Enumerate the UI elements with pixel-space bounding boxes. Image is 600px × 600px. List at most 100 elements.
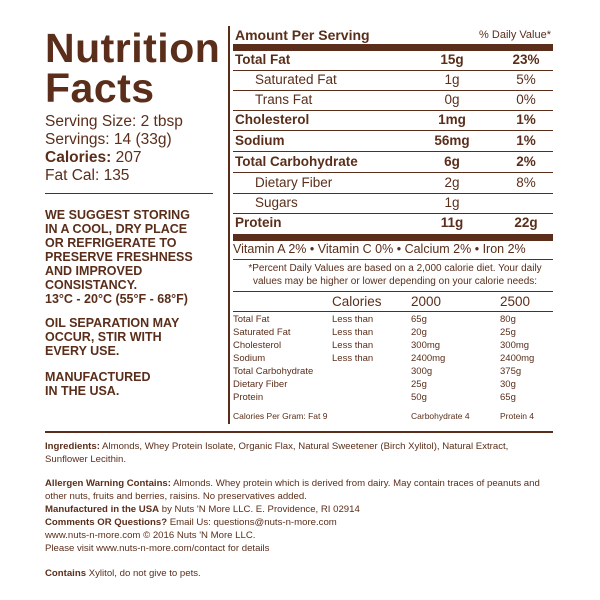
daily-value-label: % Daily Value* (479, 29, 551, 41)
storage-line: IN A COOL, DRY PLACE (45, 222, 188, 236)
footer-cell: Less than (332, 353, 374, 364)
bottom-divider (45, 431, 553, 433)
allergen-text: Almonds. Whey protein which is derived f… (170, 478, 540, 489)
amount-per-serving-label: Amount Per Serving (235, 27, 370, 43)
contains-warning: Contains Xylitol, do not give to pets. (45, 567, 555, 580)
table-row: Sodium 56mg 1% (233, 131, 553, 151)
footer-row: Dietary Fiber 25g 30g (233, 378, 553, 391)
comments-text: Email Us: questions@nuts-n-more.com (167, 517, 337, 528)
footer-cell: Protein (233, 392, 264, 403)
footer-cell: Total Carbohydrate (233, 366, 314, 377)
made-line: MANUFACTURED (45, 370, 151, 384)
footer-cell: 25g (500, 327, 516, 338)
website-line: www.nuts-n-more.com © 2016 Nuts 'N More … (45, 530, 256, 541)
ingredients-text: Almonds, Whey Protein Isolate, Organic F… (99, 441, 509, 452)
footer-cell: 80g (500, 314, 516, 325)
footer-col-2000: 2000 (411, 294, 442, 309)
manufactured-note: MANUFACTURED IN THE USA. (45, 370, 220, 398)
calories-per-gram: Calories Per Gram: Fat 9 Carbohydrate 4 … (233, 410, 553, 423)
calories-label: Calories: (45, 149, 112, 166)
nutrient-amount: 11g (440, 215, 464, 230)
manufactured-text: by Nuts 'N More LLC. E. Providence, RI 0… (159, 504, 360, 515)
row-divider (233, 130, 553, 131)
footer-cell: Less than (332, 340, 374, 351)
footer-cell: 30g (500, 379, 516, 390)
footer-row: Saturated Fat Less than 20g 25g (233, 326, 553, 339)
storage-line: AND IMPROVED (45, 264, 143, 278)
made-line: IN THE USA. (45, 384, 120, 398)
footer-row: Total Fat Less than 65g 80g (233, 313, 553, 326)
footer-cell: 65g (500, 392, 516, 403)
nutrient-name: Saturated Fat (255, 72, 337, 87)
storage-line: WE SUGGEST STORING (45, 208, 190, 222)
cpg-carb: Carbohydrate 4 (411, 411, 470, 421)
fat-calories: Fat Cal: 135 (45, 167, 130, 184)
ingredients-label: Ingredients: (45, 441, 100, 452)
nutrition-facts-title: Nutrition Facts (45, 25, 221, 111)
ingredients: Ingredients: Almonds, Whey Protein Isola… (45, 440, 555, 466)
table-row: Sugars 1g (233, 193, 553, 213)
footer-cell: 65g (411, 314, 427, 325)
vitamins-line: Vitamin A 2% • Vitamin C 0% • Calcium 2%… (233, 242, 526, 256)
table-left-border (228, 26, 230, 424)
nutrient-dv: 8% (516, 175, 536, 190)
contains-label: Contains (45, 568, 87, 579)
table-row: Trans Fat 0g 0% (233, 90, 553, 110)
title-line-1: Nutrition (45, 25, 221, 71)
nutrient-name: Total Carbohydrate (235, 154, 358, 169)
oil-line: EVERY USE. (45, 344, 120, 358)
allergen-label: Allergen Warning Contains: (45, 478, 171, 489)
table-thick-rule (233, 44, 553, 51)
nutrient-dv: 2% (516, 154, 536, 169)
nutrient-name: Cholesterol (235, 112, 310, 127)
footer-header: Calories 2000 2500 (233, 294, 553, 310)
row-divider (233, 70, 553, 71)
left-divider (45, 193, 213, 194)
row-divider (233, 213, 553, 214)
footer-cell: Saturated Fat (233, 327, 291, 338)
allergen-text-2: other nuts, fruits and berries, raisins.… (45, 491, 307, 502)
storage-line: PRESERVE FRESHNESS (45, 250, 193, 264)
table-row: Total Carbohydrate 6g 2% (233, 152, 553, 172)
oil-line: OIL SEPARATION MAY (45, 316, 180, 330)
table-thick-rule (233, 234, 553, 241)
oil-line: OCCUR, STIR WITH (45, 330, 162, 344)
nutrient-amount: 6g (444, 154, 460, 169)
nutrient-amount: 1g (444, 72, 460, 87)
footer-cell: 300g (411, 366, 433, 377)
footer-cell: 2400mg (500, 353, 535, 364)
table-row: Saturated Fat 1g 5% (233, 70, 553, 90)
allergen-block: Allergen Warning Contains: Almonds. Whey… (45, 477, 555, 555)
footer-row: Total Carbohydrate 300g 375g (233, 365, 553, 378)
footer-cell: 300mg (500, 340, 530, 351)
nutrient-name: Total Fat (235, 52, 291, 67)
servings: Servings: 14 (33g) (45, 131, 172, 148)
nutrient-amount: 1mg (438, 112, 466, 127)
row-divider (233, 291, 553, 292)
title-line-2: Facts (45, 65, 155, 111)
table-row: Protein 11g 22g (233, 213, 553, 233)
nutrient-name: Sodium (235, 133, 285, 148)
cpg-fat: Calories Per Gram: Fat 9 (233, 411, 328, 421)
row-divider (233, 193, 553, 194)
nutrient-amount: 2g (444, 175, 460, 190)
footer-cell: 375g (500, 366, 522, 377)
calories: Calories: 207 (45, 149, 142, 167)
contains-text: Xylitol, do not give to pets. (86, 568, 201, 579)
nutrient-dv: 22g (514, 215, 538, 230)
footer-col-calories: Calories (332, 294, 382, 309)
table-row: Total Fat 15g 23% (233, 50, 553, 70)
footer-cell: 50g (411, 392, 427, 403)
comments-label: Comments OR Questions? (45, 517, 168, 528)
table-header: Amount Per Serving % Daily Value* (233, 25, 553, 45)
footer-row: Cholesterol Less than 300mg 300mg (233, 339, 553, 352)
table-row: Dietary Fiber 2g 8% (233, 173, 553, 193)
footer-cell: 2400mg (411, 353, 446, 364)
storage-line: OR REFRIGERATE TO (45, 236, 177, 250)
serving-size: Serving Size: 2 tbsp (45, 113, 183, 130)
cpg-protein: Protein 4 (500, 411, 535, 421)
nutrient-name: Dietary Fiber (255, 175, 333, 190)
storage-note: WE SUGGEST STORING IN A COOL, DRY PLACE … (45, 208, 220, 306)
row-divider (233, 110, 553, 111)
footer-cell: Total Fat (233, 314, 270, 325)
